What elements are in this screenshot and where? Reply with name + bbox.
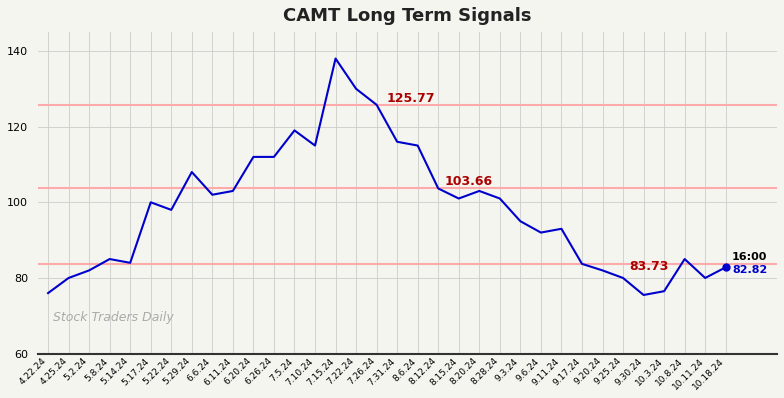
- Text: 125.77: 125.77: [387, 92, 435, 105]
- Text: 16:00: 16:00: [732, 252, 768, 262]
- Text: 82.82: 82.82: [732, 265, 767, 275]
- Title: CAMT Long Term Signals: CAMT Long Term Signals: [283, 7, 532, 25]
- Text: 103.66: 103.66: [445, 175, 492, 188]
- Text: 83.73: 83.73: [630, 259, 669, 273]
- Text: Stock Traders Daily: Stock Traders Daily: [53, 312, 173, 324]
